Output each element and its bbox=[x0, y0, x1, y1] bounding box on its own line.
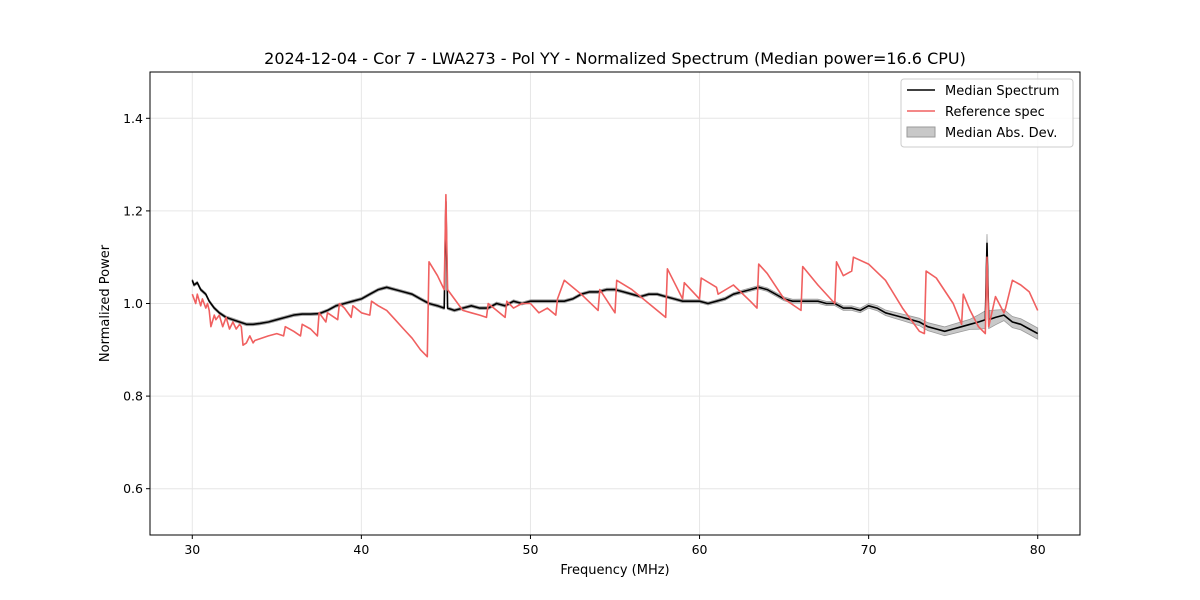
chart-title: 2024-12-04 - Cor 7 - LWA273 - Pol YY - N… bbox=[264, 49, 966, 68]
reference-spec-line bbox=[191, 193, 1039, 358]
y-tick-label: 0.6 bbox=[123, 481, 143, 496]
y-tick-label: 1.0 bbox=[123, 296, 143, 311]
y-tick-label: 1.2 bbox=[123, 203, 143, 218]
plot-area bbox=[191, 193, 1039, 358]
y-axis-label: Normalized Power bbox=[98, 244, 113, 362]
legend-label-mad: Median Abs. Dev. bbox=[945, 126, 1057, 141]
median-spectrum-line bbox=[191, 200, 1039, 335]
legend-box bbox=[900, 78, 1074, 148]
x-tick-label: 50 bbox=[523, 542, 539, 557]
x-tick-label: 70 bbox=[861, 542, 877, 557]
legend-swatch-mad bbox=[906, 126, 936, 138]
legend: Median Spectrum Reference spec Median Ab… bbox=[900, 78, 1074, 148]
y-tick-label: 1.4 bbox=[123, 111, 143, 126]
x-tick-label: 60 bbox=[692, 542, 708, 557]
legend-label-median: Median Spectrum bbox=[945, 84, 1059, 99]
x-tick-label: 30 bbox=[184, 542, 200, 557]
x-axis-label: Frequency (MHz) bbox=[560, 563, 669, 578]
x-tick-label: 80 bbox=[1030, 542, 1046, 557]
x-tick-label: 40 bbox=[353, 542, 369, 557]
axes-ticks: 30 40 50 60 70 80 0.6 0.8 1.0 1.2 1.4 bbox=[123, 111, 1046, 557]
y-tick-label: 0.8 bbox=[123, 389, 143, 404]
legend-label-reference: Reference spec bbox=[945, 105, 1045, 120]
